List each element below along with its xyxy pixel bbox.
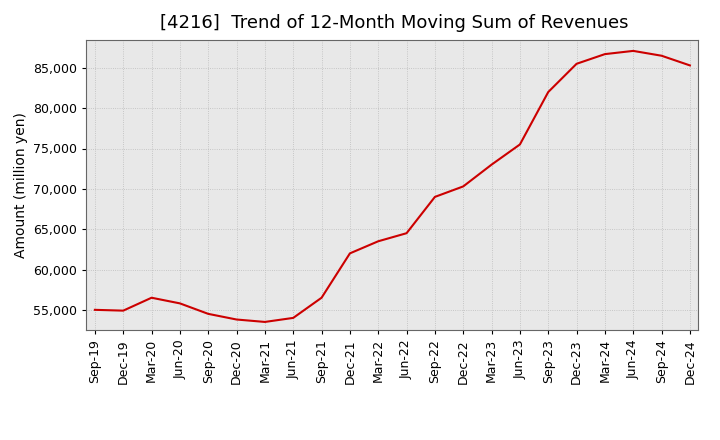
- Y-axis label: Amount (million yen): Amount (million yen): [14, 112, 28, 258]
- Text: [4216]  Trend of 12-Month Moving Sum of Revenues: [4216] Trend of 12-Month Moving Sum of R…: [160, 15, 629, 33]
